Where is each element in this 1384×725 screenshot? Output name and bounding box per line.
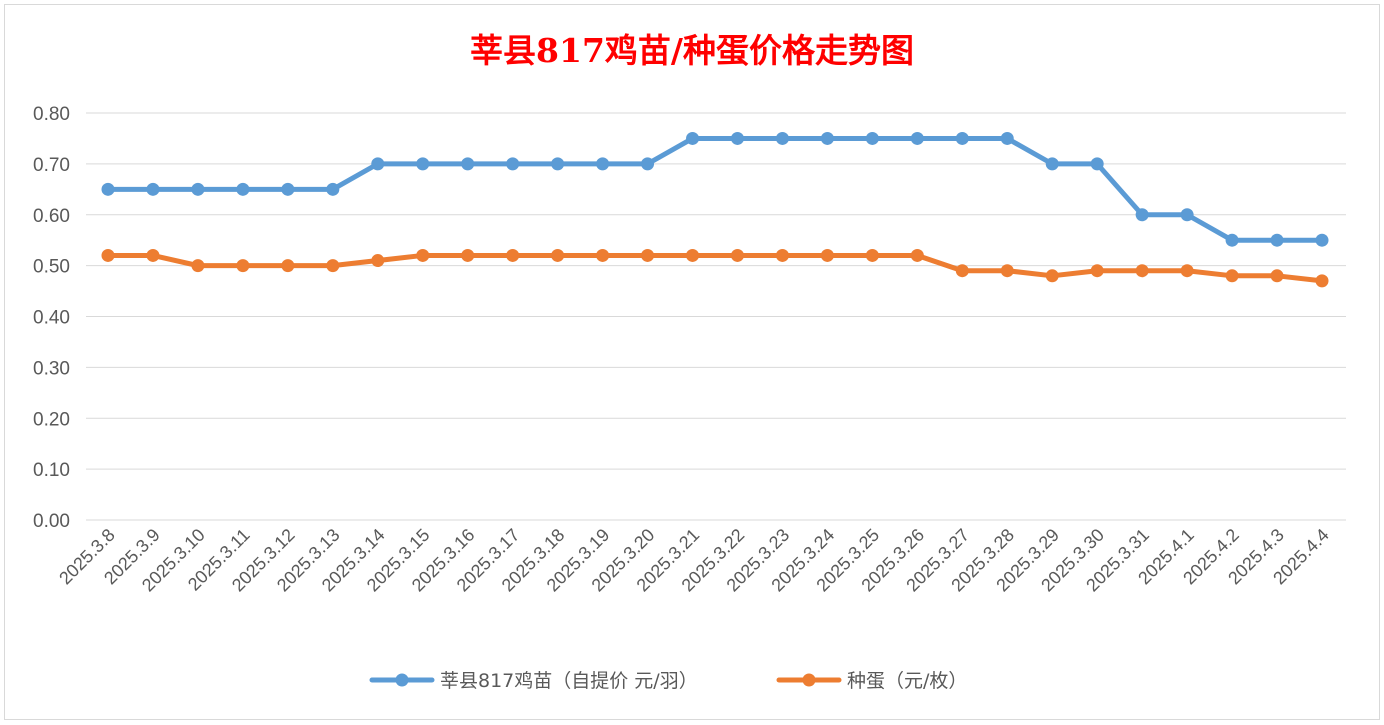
data-point [1180,264,1194,278]
series-1 [101,131,1329,247]
data-point [461,157,475,171]
series-2 [101,248,1329,288]
data-point [551,248,565,262]
x-axis-ticks: 2025.3.82025.3.92025.3.102025.3.112025.3… [55,525,1333,596]
chart-frame [4,4,1380,720]
data-point [146,182,160,196]
data-point [865,248,879,262]
data-point [1180,208,1194,222]
data-point [910,248,924,262]
chart-title: 莘县817鸡苗/种蛋价格走势图 [470,31,914,70]
legend-swatch-marker [802,673,816,687]
data-point [236,259,250,273]
data-point [1090,264,1104,278]
y-tick-label: 0.80 [33,104,70,125]
data-point [820,131,834,145]
data-point [730,248,744,262]
y-tick-label: 0.20 [33,409,70,430]
data-point [146,248,160,262]
y-axis-ticks: 0.00 0.10 0.20 0.30 0.40 0.50 0.60 0.70 0.80 [33,104,70,532]
data-point [596,157,610,171]
legend-label: 莘县817鸡苗（自提价 元/羽） [440,670,698,692]
data-point [551,157,565,171]
data-point [416,157,430,171]
data-point [371,157,385,171]
series-line [105,252,1325,284]
y-tick-label: 0.70 [33,155,70,176]
data-point [955,264,969,278]
data-point [775,131,789,145]
data-point [191,182,205,196]
data-point [686,248,700,262]
legend-item-2: 种蛋（元/枚） [776,670,967,692]
y-tick-label: 0.30 [33,358,70,379]
data-point [1045,157,1059,171]
y-tick-label: 0.50 [33,257,70,278]
data-point [236,182,250,196]
y-tick-label: 0.40 [33,308,70,329]
gridlines [86,112,1346,521]
data-point [326,259,340,273]
data-point [686,131,700,145]
y-tick-label: 0.00 [33,511,70,532]
data-point [865,131,879,145]
data-point [1225,269,1239,283]
data-point [371,254,385,268]
data-point [1090,157,1104,171]
data-point [1045,269,1059,283]
data-point [596,248,610,262]
data-point [955,131,969,145]
data-point [1270,269,1284,283]
data-point [820,248,834,262]
data-point [416,248,430,262]
data-point [326,182,340,196]
data-point [730,131,744,145]
data-point [1315,233,1329,247]
data-point [910,131,924,145]
data-point [1000,131,1014,145]
data-point [775,248,789,262]
data-point [506,157,520,171]
y-tick-label: 0.10 [33,460,70,481]
data-point [191,259,205,273]
data-point [1270,233,1284,247]
data-point [1000,264,1014,278]
data-point [1315,274,1329,288]
data-point [1225,233,1239,247]
data-point [281,259,295,273]
data-point [461,248,475,262]
data-point [1135,208,1149,222]
legend-swatch-marker [395,673,409,687]
legend: 莘县817鸡苗（自提价 元/羽） 种蛋（元/枚） [369,670,967,692]
data-point [641,157,655,171]
legend-item-1: 莘县817鸡苗（自提价 元/羽） [369,670,698,692]
series-line [105,135,1325,243]
y-tick-label: 0.60 [33,206,70,227]
data-point [1135,264,1149,278]
data-point [641,248,655,262]
legend-label: 种蛋（元/枚） [847,670,967,692]
data-point [101,182,115,196]
data-point [281,182,295,196]
data-point [101,248,115,262]
series-lines [101,131,1329,288]
data-point [506,248,520,262]
